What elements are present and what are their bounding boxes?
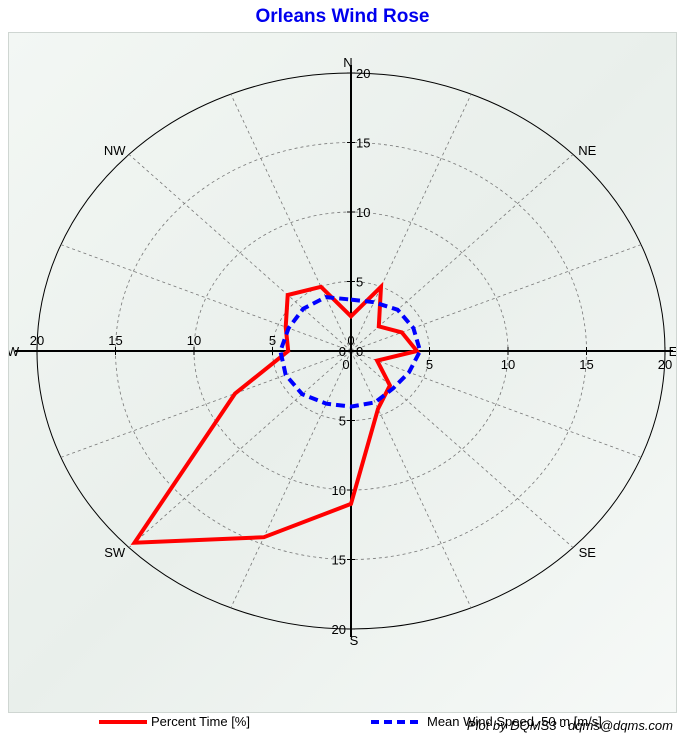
tick-label-south: 10 — [332, 483, 346, 498]
direction-label-n: N — [343, 55, 352, 70]
direction-label-e: E — [669, 344, 676, 359]
grid-spoke — [230, 93, 352, 352]
grid-spoke — [350, 93, 472, 352]
direction-label-se: SE — [579, 545, 597, 560]
legend-swatch-blue-dashed — [371, 719, 423, 724]
tick-label-east: 0 — [342, 357, 349, 372]
tick-label-north: 15 — [356, 136, 370, 151]
direction-label-w: W — [9, 344, 20, 359]
tick-label-south: 15 — [332, 553, 346, 568]
direction-label-sw: SW — [104, 545, 126, 560]
tick-label-east: 5 — [426, 357, 433, 372]
legend-item-mean-wind-speed: Mean Wind Speed, 50 m [m/s] — [369, 714, 602, 729]
tick-label-north: 0 — [356, 344, 363, 359]
grid-spoke — [350, 154, 574, 352]
tick-label-west: 5 — [269, 333, 276, 348]
tick-label-east: 15 — [579, 357, 593, 372]
tick-label-north: 5 — [356, 275, 363, 290]
tick-label-north: 10 — [356, 205, 370, 220]
grid-spoke — [230, 350, 352, 609]
direction-label-ne: NE — [578, 143, 596, 158]
chart-title: Orleans Wind Rose — [255, 6, 430, 27]
wind-rose-svg: 00005555101010101515151520202020NNEESESS… — [9, 33, 676, 712]
tick-label-north: 20 — [356, 66, 370, 81]
grid-spoke — [350, 350, 472, 609]
tick-label-east: 20 — [658, 357, 672, 372]
direction-label-nw: NW — [104, 143, 126, 158]
tick-label-west: 0 — [347, 333, 354, 348]
legend-item-percent-time: Percent Time [%] — [97, 714, 250, 729]
tick-label-east: 10 — [501, 357, 515, 372]
tick-label-south: 5 — [339, 414, 346, 429]
direction-label-s: S — [350, 633, 359, 648]
grid-spoke — [128, 154, 352, 352]
legend-swatch-red-line — [99, 719, 147, 724]
tick-label-west: 15 — [108, 333, 122, 348]
tick-label-west: 20 — [30, 333, 44, 348]
tick-label-south: 20 — [332, 622, 346, 637]
tick-label-west: 10 — [187, 333, 201, 348]
plot-background — [9, 33, 676, 712]
credit-text: Plot by DQMS3 - dqms@dqms.com — [466, 718, 673, 733]
legend-label: Percent Time [%] — [151, 714, 250, 729]
series-line-mean-wind-speed — [278, 295, 423, 409]
tick-label-south: 0 — [339, 344, 346, 359]
plot-area: 0 0 0 0 5 5 5 5 10 10 10 10 15 15 15 15 20 20 20 20 N NE E SE S S… — [8, 32, 677, 729]
legend-label: Mean Wind Speed, 50 m [m/s] — [427, 714, 602, 729]
grid-spoke — [128, 350, 352, 548]
series-line-percent-time — [130, 281, 421, 545]
